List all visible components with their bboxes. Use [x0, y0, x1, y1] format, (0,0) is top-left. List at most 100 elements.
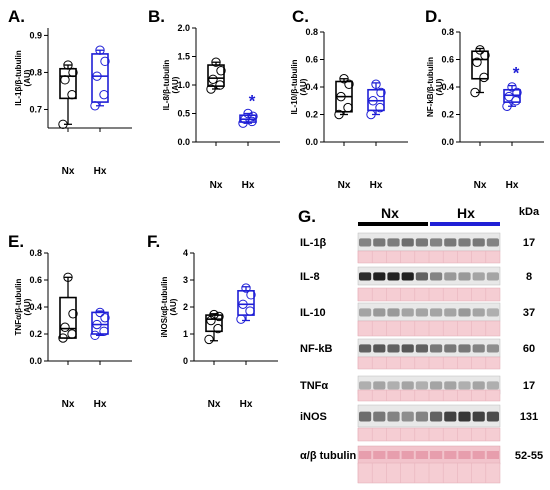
data-point [502, 101, 512, 111]
box-nx [334, 74, 354, 120]
box-hx [236, 283, 256, 324]
data-point [68, 67, 78, 78]
box-plot-panels: A.0.70.80.9IL-1β/β-tubulin(AU)Nx HxB.0.00… [8, 7, 544, 410]
data-point [100, 313, 110, 323]
blot-row-label: IL-1β [300, 237, 327, 249]
data-point [92, 71, 102, 81]
x-tick-label: Hx [242, 180, 255, 191]
data-point [68, 309, 78, 319]
blot-row-label: NF-kB [300, 343, 332, 355]
blot-band [430, 411, 443, 422]
blot-band [444, 411, 457, 422]
kda-header: kDa [519, 206, 540, 218]
data-point [60, 322, 70, 332]
significance-marker: * [513, 64, 520, 83]
y-tick-label: 0.5 [177, 109, 190, 119]
data-point [238, 299, 248, 309]
y-axis-label: iNOS/αβ-tubulin(AU) [160, 276, 178, 337]
data-point [60, 75, 70, 85]
x-tick-label: Nx [62, 399, 75, 410]
x-tick-label: Hx [240, 399, 253, 410]
data-point [504, 91, 514, 102]
blot-band [387, 411, 400, 422]
data-point [236, 314, 246, 324]
blot-band [359, 308, 372, 317]
x-tick-label: Hx [94, 399, 107, 410]
y-tick-label: 3 [183, 275, 188, 285]
blot-band [458, 308, 471, 317]
blot-row-kda: 37 [523, 307, 535, 319]
blot-band [444, 381, 457, 390]
y-tick-label: 0.2 [29, 329, 42, 339]
blot-band [486, 381, 499, 390]
blot-band [444, 344, 457, 353]
data-point [206, 315, 216, 326]
blot-band [444, 238, 457, 247]
x-tick-label: Hx [370, 180, 383, 191]
group-bar-nx [358, 222, 428, 226]
blot-band [444, 451, 457, 459]
y-tick-label: 0.7 [29, 104, 42, 114]
x-tick-label: Nx [208, 399, 221, 410]
blot-band [430, 381, 443, 390]
y-axis-label: TNFα/β-tubulin(AU) [14, 278, 32, 335]
panel-letter: E. [8, 232, 24, 251]
y-axis-label: IL-8/β-tubulin(AU) [162, 60, 180, 111]
box-nx [58, 272, 78, 343]
box-hx [90, 45, 110, 111]
blot-row: TNFα 17 [300, 375, 535, 402]
blot-band [458, 272, 471, 281]
y-axis-label: IL-1β/β-tubulin(AU) [14, 50, 32, 106]
data-point [376, 87, 386, 98]
x-tick-label: Nx [338, 180, 351, 191]
data-point [99, 89, 109, 100]
blot-band [415, 272, 428, 281]
blot-band [486, 344, 499, 353]
chart-panel-2: B. 0.0 0.5 1.0 1.5 2.0 IL-8/β-tubulin(AU) Nx Hx * [148, 7, 280, 191]
data-point [246, 290, 256, 300]
data-point [67, 329, 77, 339]
blot-band [373, 411, 386, 422]
x-tick-label: Nx [474, 180, 487, 191]
blot-band [486, 238, 499, 247]
data-point [63, 60, 73, 70]
blot-band [430, 308, 443, 317]
blot-band [387, 381, 400, 390]
blot-band [472, 272, 485, 281]
y-tick-label: 0.6 [305, 55, 318, 65]
data-point [209, 309, 219, 320]
y-tick-label: 1 [183, 329, 188, 339]
blot-band [387, 308, 400, 317]
chart-panel-1: A. 0.7 0.8 0.9 IL-1β/β-tubulin(AU) Nx Hx [8, 7, 132, 177]
panel-letter: G. [298, 207, 316, 226]
data-point [247, 116, 257, 127]
x-tick-label: Hx [506, 180, 519, 191]
y-tick-label: 0.0 [305, 137, 318, 147]
blot-band [486, 411, 499, 422]
blot-band [401, 344, 414, 353]
blot-band [458, 411, 471, 422]
y-tick-label: 0.6 [29, 275, 42, 285]
y-axis-label-line: NF-kB/β-tubulin [426, 57, 435, 117]
data-point [336, 91, 346, 102]
panel-letter: B. [148, 7, 165, 26]
blot-band [415, 238, 428, 247]
box-hx [502, 82, 522, 111]
y-axis-label-line: (AU) [169, 298, 178, 315]
data-point [92, 319, 102, 330]
data-point [211, 57, 221, 67]
y-tick-label: 0.9 [29, 30, 42, 40]
panel-letter: A. [8, 7, 25, 26]
blot-band [359, 272, 372, 281]
blot-row-label: TNFα [300, 380, 328, 392]
data-point [470, 87, 480, 98]
y-tick-label: 0.8 [29, 248, 42, 258]
blot-band [373, 308, 386, 317]
data-point [240, 114, 250, 124]
y-tick-label: 0.0 [441, 137, 454, 147]
blot-row-kda: 52-55 [515, 450, 543, 462]
y-tick-label: 1.5 [177, 52, 190, 62]
blot-row-kda: 17 [523, 237, 535, 249]
blot-row: NF-kB 60 [300, 338, 535, 370]
blot-band [359, 344, 372, 353]
